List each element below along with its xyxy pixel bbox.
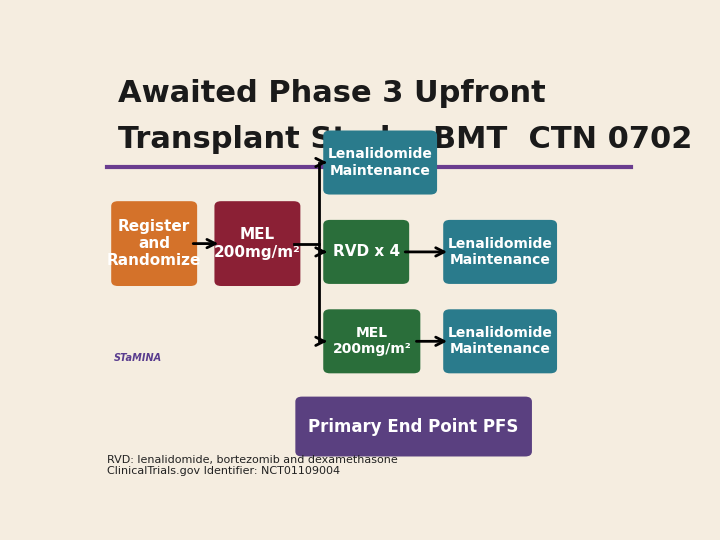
FancyBboxPatch shape: [444, 220, 557, 284]
FancyBboxPatch shape: [215, 201, 300, 286]
Text: Transplant Study: BMT  CTN 0702: Transplant Study: BMT CTN 0702: [118, 125, 692, 154]
FancyBboxPatch shape: [323, 309, 420, 373]
Text: Lenalidomide
Maintenance: Lenalidomide Maintenance: [328, 147, 433, 178]
FancyBboxPatch shape: [111, 201, 197, 286]
Text: RVD: lenalidomide, bortezomib and dexamethasone: RVD: lenalidomide, bortezomib and dexame…: [107, 455, 397, 465]
Text: ClinicalTrials.gov Identifier: NCT01109004: ClinicalTrials.gov Identifier: NCT011090…: [107, 467, 340, 476]
Text: Register
and
Randomize: Register and Randomize: [107, 219, 202, 268]
FancyBboxPatch shape: [295, 396, 532, 456]
Text: Lenalidomide
Maintenance: Lenalidomide Maintenance: [448, 326, 552, 356]
Text: Primary End Point PFS: Primary End Point PFS: [308, 417, 519, 436]
FancyBboxPatch shape: [323, 131, 437, 194]
Text: Awaited Phase 3 Upfront: Awaited Phase 3 Upfront: [118, 79, 546, 109]
FancyBboxPatch shape: [444, 309, 557, 373]
Text: MEL
200mg/m²: MEL 200mg/m²: [214, 227, 301, 260]
Text: Lenalidomide
Maintenance: Lenalidomide Maintenance: [448, 237, 552, 267]
FancyBboxPatch shape: [323, 220, 409, 284]
Text: STaMINA: STaMINA: [113, 353, 161, 363]
Text: MEL
200mg/m²: MEL 200mg/m²: [333, 326, 411, 356]
Text: RVD x 4: RVD x 4: [333, 245, 400, 259]
